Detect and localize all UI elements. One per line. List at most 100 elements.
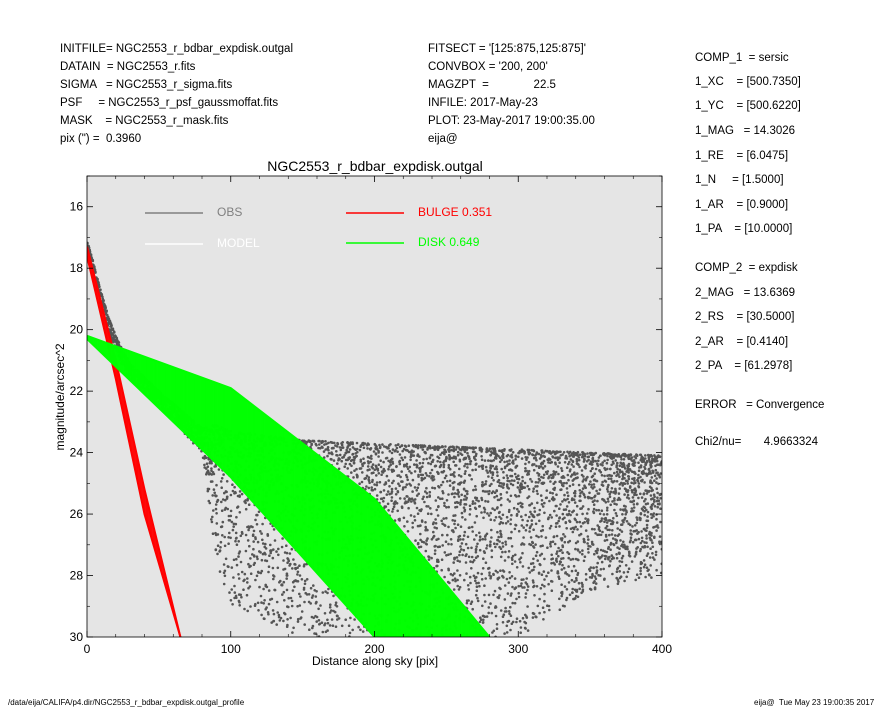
footer-path: /data/eija/CALIFA/p4.dir/NGC2553_r_bdbar… <box>8 698 245 707</box>
obs-point <box>528 530 531 533</box>
obs-point <box>343 465 347 469</box>
obs-point <box>637 537 641 541</box>
obs-point <box>481 614 485 618</box>
obs-point <box>505 515 509 519</box>
obs-point <box>509 494 513 498</box>
obs-point <box>278 619 282 622</box>
obs-point <box>433 552 437 556</box>
obs-point <box>504 606 507 610</box>
obs-point <box>541 606 545 609</box>
obs-point <box>244 501 247 505</box>
obs-point <box>487 606 491 609</box>
obs-point <box>645 526 649 530</box>
obs-point <box>587 551 590 554</box>
obs-point <box>575 457 579 461</box>
obs-point <box>471 500 475 503</box>
obs-point <box>456 453 460 457</box>
obs-point <box>437 485 440 488</box>
obs-point <box>606 485 610 489</box>
obs-point <box>475 581 478 585</box>
obs-point <box>556 521 559 525</box>
obs-point <box>434 544 437 548</box>
obs-point <box>485 447 489 450</box>
obs-point <box>254 536 257 539</box>
obs-point <box>526 585 530 588</box>
obs-point <box>655 481 658 484</box>
obs-point <box>104 312 108 316</box>
obs-point <box>223 535 226 539</box>
obs-point <box>485 547 488 550</box>
obs-point <box>395 465 398 469</box>
obs-point <box>462 548 466 552</box>
obs-point <box>386 502 390 506</box>
obs-point <box>651 552 654 555</box>
obs-point <box>478 548 482 552</box>
obs-point <box>211 480 214 483</box>
obs-point <box>420 519 424 522</box>
obs-point <box>561 563 564 567</box>
obs-point <box>288 552 292 555</box>
obs-point <box>294 579 297 582</box>
obs-point <box>359 445 362 449</box>
obs-point <box>543 599 546 603</box>
obs-point <box>527 448 531 452</box>
obs-point <box>279 579 282 583</box>
obs-point <box>434 464 437 468</box>
obs-point <box>216 544 220 547</box>
obs-point <box>653 535 656 539</box>
obs-point <box>590 540 594 544</box>
obs-point <box>503 559 507 562</box>
obs-point <box>495 467 499 471</box>
obs-point <box>469 446 473 450</box>
obs-point <box>260 558 264 562</box>
obs-point <box>453 522 456 526</box>
obs-point <box>651 541 654 544</box>
obs-point <box>237 555 240 558</box>
obs-point <box>224 557 228 561</box>
obs-point <box>567 581 571 584</box>
obs-point <box>466 546 470 550</box>
obs-point <box>571 497 574 500</box>
obs-point <box>639 475 642 479</box>
obs-point <box>263 551 266 555</box>
obs-point <box>455 445 459 449</box>
obs-point <box>615 503 618 506</box>
obs-point <box>595 479 599 483</box>
obs-point <box>494 614 498 618</box>
obs-point <box>528 451 532 455</box>
obs-point <box>501 452 505 456</box>
obs-point <box>655 487 659 491</box>
obs-point <box>463 494 467 498</box>
obs-point <box>235 515 238 519</box>
obs-point <box>252 529 256 533</box>
obs-point <box>418 455 421 458</box>
obs-point <box>550 451 554 454</box>
obs-point <box>633 493 636 497</box>
obs-point <box>592 459 595 462</box>
obs-point <box>441 544 445 547</box>
obs-point <box>323 443 326 446</box>
obs-point <box>632 509 635 513</box>
obs-point <box>421 497 425 501</box>
obs-point <box>633 479 636 482</box>
obs-point <box>639 541 643 545</box>
obs-point <box>627 567 631 570</box>
obs-point <box>477 499 480 503</box>
obs-point <box>509 605 512 609</box>
obs-point <box>528 515 531 519</box>
obs-point <box>281 537 284 540</box>
obs-point <box>643 506 647 510</box>
obs-point <box>598 469 601 472</box>
obs-point <box>458 560 462 563</box>
obs-point <box>424 521 427 524</box>
obs-point <box>591 474 595 478</box>
obs-point <box>560 467 563 470</box>
obs-point <box>271 609 275 612</box>
obs-point <box>110 327 114 331</box>
obs-point <box>488 447 492 451</box>
obs-point <box>505 460 509 463</box>
obs-point <box>458 550 462 553</box>
obs-point <box>269 549 273 553</box>
obs-point <box>606 474 609 478</box>
obs-point <box>232 522 236 526</box>
